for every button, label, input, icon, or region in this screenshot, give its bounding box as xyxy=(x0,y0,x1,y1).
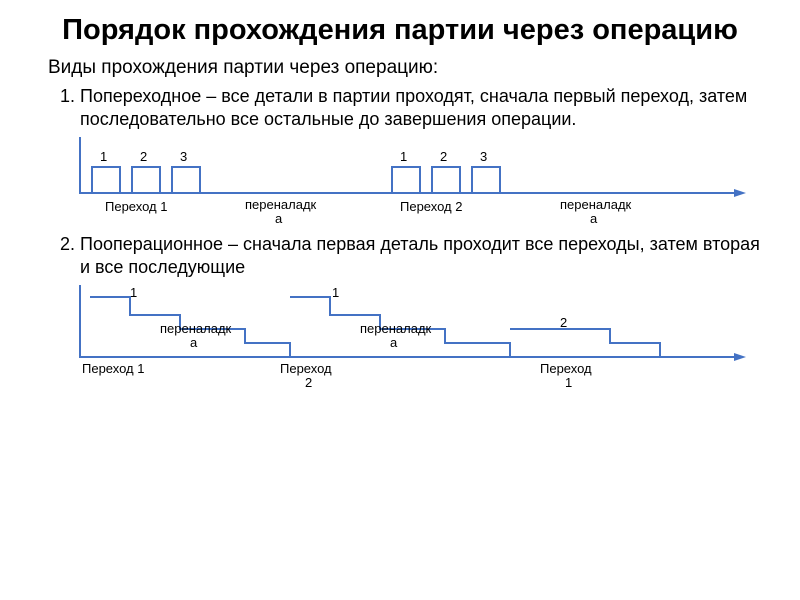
d1-n-b1: 1 xyxy=(400,149,407,164)
d1-l-r2a: переналадк xyxy=(560,197,632,212)
arrow-1 xyxy=(734,189,746,197)
d2-l-p2a: Переход xyxy=(280,361,332,376)
pulse-group-2 xyxy=(380,167,730,193)
d1-n-a1: 1 xyxy=(100,149,107,164)
pulse-group-1 xyxy=(80,167,200,193)
diagram-1: 1 2 3 1 2 3 Переход 1 переналадк а Перех… xyxy=(70,137,760,227)
axis-1 xyxy=(80,137,734,193)
list-item-2: Пооперационное – сначала первая деталь п… xyxy=(80,233,760,279)
arrow-2 xyxy=(734,353,746,361)
d2-l-r2a: переналадк xyxy=(360,321,432,336)
slide-subtitle: Виды прохождения партии через операцию: xyxy=(48,57,760,79)
d2-l-r1b: а xyxy=(190,335,198,350)
d2-l-r1a: переналадк xyxy=(160,321,232,336)
d1-l-r1a: переналадк xyxy=(245,197,317,212)
d2-l-p3b: 1 xyxy=(565,375,572,390)
d2-n-b: 1 xyxy=(332,285,339,300)
d1-n-b2: 2 xyxy=(440,149,447,164)
d1-n-b3: 3 xyxy=(480,149,487,164)
d1-l-r1b: а xyxy=(275,211,283,226)
d1-n-a3: 3 xyxy=(180,149,187,164)
list-item-1: Попереходное – все детали в партии прохо… xyxy=(80,85,760,131)
types-list-2: Пооперационное – сначала первая деталь п… xyxy=(58,233,760,279)
d1-l-p2: Переход 2 xyxy=(400,199,462,214)
d2-l-p2b: 2 xyxy=(305,375,312,390)
d1-n-a2: 2 xyxy=(140,149,147,164)
diagram-2: 1 1 2 переналадк а переналадк а Переход … xyxy=(70,285,760,390)
step-3 xyxy=(510,329,660,357)
d2-l-p1: Переход 1 xyxy=(82,361,144,376)
d2-l-r2b: а xyxy=(390,335,398,350)
d2-n-a: 1 xyxy=(130,285,137,300)
d2-n-c: 2 xyxy=(560,315,567,330)
d1-l-p1: Переход 1 xyxy=(105,199,167,214)
slide-title: Порядок прохождения партии через операци… xyxy=(40,14,760,47)
types-list: Попереходное – все детали в партии прохо… xyxy=(58,85,760,131)
d1-l-r2b: а xyxy=(590,211,598,226)
d2-l-p3a: Переход xyxy=(540,361,592,376)
